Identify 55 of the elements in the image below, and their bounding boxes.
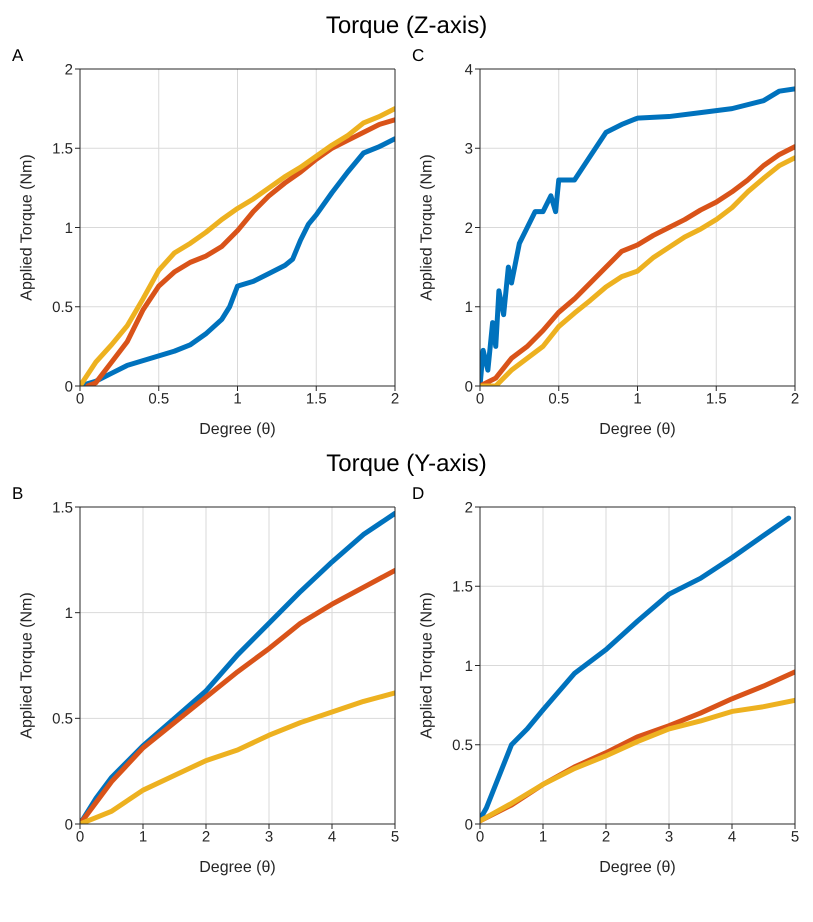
y-tick-label: 1 — [464, 299, 473, 316]
x-tick-label: 1.5 — [306, 390, 327, 408]
x-tick-label: 0 — [476, 828, 484, 846]
x-tick-label: 2 — [390, 390, 400, 408]
chart-title: Torque (Z-axis) — [324, 11, 488, 41]
x-tick-label: 1 — [538, 828, 548, 846]
x-tick-label: 0 — [76, 828, 84, 846]
y-tick-label: 1 — [64, 220, 73, 237]
x-tick-label: 2 — [602, 828, 610, 846]
x-tick-label: 3 — [264, 828, 274, 846]
text: B — [12, 484, 24, 504]
text: A — [12, 46, 24, 66]
x-tick-label: 4 — [728, 828, 736, 846]
y-tick-label: 1 — [64, 604, 73, 622]
text: D — [412, 484, 424, 504]
y-tick-label: 1 — [464, 658, 473, 675]
x-tick-label: 2 — [202, 828, 210, 846]
y-tick-label: 0 — [64, 378, 73, 396]
y-axis-title: Applied Torque (Nm) — [18, 592, 36, 739]
y-axis-title: Applied Torque (Nm) — [18, 154, 36, 301]
x-tick-label: 0.5 — [548, 390, 570, 408]
x-axis-title: Degree (θ) — [199, 421, 276, 438]
x-tick-label: 5 — [390, 828, 400, 846]
x-axis-title: Degree (θ) — [599, 421, 676, 438]
x-tick-label: 1 — [233, 390, 242, 408]
x-tick-label: 4 — [328, 828, 336, 846]
x-tick-label: 3 — [664, 828, 674, 846]
x-tick-label: 5 — [790, 828, 800, 846]
y-tick-label: 1.5 — [52, 499, 73, 516]
y-tick-label: 0.5 — [52, 710, 73, 728]
y-tick-label: 0 — [464, 378, 473, 396]
y-tick-label: 0.5 — [52, 299, 73, 316]
x-axis-title: Degree (θ) — [199, 859, 276, 876]
x-tick-label: 1 — [138, 828, 148, 846]
text: C — [412, 46, 424, 66]
x-tick-label: 1 — [633, 390, 642, 408]
y-tick-label: 1.5 — [52, 140, 73, 158]
y-axis-title: Applied Torque (Nm) — [418, 592, 436, 739]
x-tick-label: 0 — [476, 390, 484, 408]
y-tick-label: 1.5 — [452, 578, 473, 596]
y-tick-label: 2 — [464, 499, 473, 516]
y-tick-label: 0 — [64, 816, 73, 834]
y-tick-label: 2 — [464, 220, 473, 237]
y-tick-label: 0 — [464, 816, 473, 834]
x-axis-title: Degree (θ) — [599, 859, 676, 876]
y-axis-title: Applied Torque (Nm) — [418, 154, 436, 301]
y-tick-label: 4 — [464, 61, 473, 78]
chart-title: Torque (Y-axis) — [325, 449, 488, 479]
y-tick-label: 2 — [64, 61, 73, 78]
x-tick-label: 2 — [790, 390, 800, 408]
y-tick-label: 0.5 — [452, 737, 473, 754]
y-tick-label: 3 — [464, 140, 473, 158]
x-tick-label: 0 — [76, 390, 84, 408]
x-tick-label: 1.5 — [706, 390, 727, 408]
x-tick-label: 0.5 — [148, 390, 170, 408]
